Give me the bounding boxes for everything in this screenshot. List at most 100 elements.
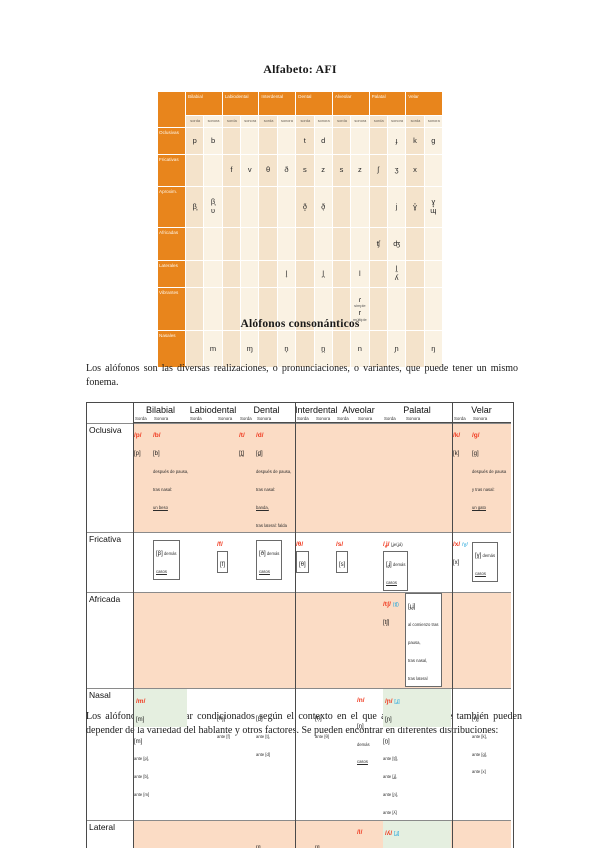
alofonos-line: [x] <box>453 551 470 569</box>
phoneme: /θ/ <box>296 541 304 549</box>
allophone: [n̠] <box>383 738 390 745</box>
afi-table: Bilabial Labiodental Interdental Dental Alve… <box>158 92 442 367</box>
alofonos-cell: [ɱ] ante [f] <box>216 688 238 820</box>
afi-symbol-cell: j <box>387 187 406 227</box>
afi-place-header: Interdental <box>259 92 296 115</box>
afi-symbol-cell <box>241 128 259 154</box>
afi-symbol-cell <box>277 128 296 154</box>
afi-symbol-cell <box>186 331 204 367</box>
alofonos-place-header: Interdental <box>295 405 338 415</box>
alofonos-line: [ʎ] <box>385 840 449 848</box>
afi-place-header: Alveolar <box>332 92 369 115</box>
afi-symbol-cell: b <box>204 128 222 154</box>
alofonos-cell-part: /m/ [m] <box>134 688 187 727</box>
note: ante [ʎ] <box>383 810 397 816</box>
afi-symbol-cell: n <box>351 331 369 367</box>
alofonos-subheader-cell: Sorda <box>238 415 255 423</box>
alofonos-cell-part: /p/ [p] <box>134 424 151 460</box>
alofonos-cell: /f/ [f] <box>216 532 238 592</box>
alofonos-cell: /θ/ [θ] <box>295 532 314 592</box>
alofonos-line: casos <box>357 750 381 768</box>
afi-corner-cell <box>158 92 185 127</box>
alofonos-place-header: Labiodental <box>189 405 237 415</box>
alofonos-cell-part: [θ] <box>296 551 309 574</box>
phoneme: /b/ <box>153 432 161 439</box>
alofonos-cell: /p/ [p] <box>133 423 152 532</box>
afi-symbol-cell <box>259 288 277 330</box>
phoneme: /s/ <box>336 541 344 549</box>
alofonos-line: ante [ɲ], <box>383 783 451 801</box>
alofonos-cell-part: [ð] demás casos <box>256 540 283 581</box>
afi-symbol-cell: ʤ <box>387 228 406 260</box>
allophone: [ɟʝ] <box>408 604 416 611</box>
afi-symbol-cell <box>369 128 387 154</box>
afi-symbol-cell <box>387 288 406 330</box>
alofonos-cell-part: /t/ [t̪] <box>239 424 254 460</box>
afi-symbol-cell <box>186 155 204 186</box>
alofonos-line: [d̪] <box>256 442 294 460</box>
allophone: [θ] <box>299 562 306 569</box>
afi-subheader-cell: sonora <box>241 116 259 127</box>
alofonos-line: al comienzo tras <box>408 613 439 631</box>
afi-symbol-cell <box>369 187 387 227</box>
allophone: [ɲ] <box>385 716 392 723</box>
alofonos-cell: [ð] demás casos <box>255 532 295 592</box>
afi-symbol-cell: l̪ <box>314 261 332 287</box>
afi-subheader-cell: sorda <box>259 116 277 127</box>
alofonos-cell: [l̪]ante [t],ante [d] <box>255 820 295 848</box>
alofonos-cell-part: /g/ [g] después de pausa y tras nasal: un ga… <box>472 424 510 514</box>
afi-symbol-cell <box>204 261 222 287</box>
phoneme: /m/ <box>136 697 146 705</box>
alofonos-subheader-cell: Sorda <box>295 415 314 423</box>
alofonos-line: tras nasal, <box>408 649 439 667</box>
afi-subheader-cell: sonora <box>314 116 332 127</box>
note: casos <box>386 580 397 586</box>
alofonos-line: ante [p], <box>134 747 187 765</box>
afi-symbol-cell <box>351 228 369 260</box>
allophone: [ŋ] <box>472 715 479 722</box>
note: ante [x] <box>472 769 486 775</box>
afi-symbol-cell <box>259 261 277 287</box>
alofonos-line: después de pausa <box>472 460 510 478</box>
alofonos-cell: /s/ [s] <box>335 532 356 592</box>
note: ante [d] <box>256 751 270 757</box>
alofonos-row-background <box>133 532 511 593</box>
afi-symbol-cell: v <box>241 155 259 186</box>
afi-row-label: Oclusivas <box>158 128 185 154</box>
alofonos-line: [ɣ] demás <box>475 544 495 562</box>
alofonos-row-label: Lateral <box>87 820 133 848</box>
alofonos-line: ante [b], <box>134 765 187 783</box>
afi-symbol-cell <box>296 331 314 367</box>
alofonos-cell-part: /f/ <box>217 533 237 551</box>
note: ante [f] <box>217 733 230 739</box>
afi-symbol-cell: ŋ <box>424 331 442 367</box>
afi-symbol-cell <box>314 228 332 260</box>
note: tras nasal, <box>408 657 428 663</box>
afi-symbol-cell <box>222 261 241 287</box>
alofonos-line: /t/ <box>239 424 254 442</box>
alofonos-line: ante [ʎ] <box>383 801 451 819</box>
alofonos-subheader-cell: Sonora <box>471 415 511 423</box>
alofonos-cell-part: /k/ [k] <box>453 424 470 460</box>
allophone: [n̟] <box>315 715 322 722</box>
alofonos-cell: /t/ [t̪] <box>238 423 255 532</box>
afi-symbol-cell <box>424 228 442 260</box>
alofonos-line: [s] <box>339 553 345 571</box>
alofonos-cell-part: /n/ <box>357 689 381 707</box>
afi-symbol-cell <box>351 128 369 154</box>
afi-symbol-cell <box>241 261 259 287</box>
alofonos-line: [t̪] <box>239 442 254 460</box>
afi-symbol-cell <box>296 228 314 260</box>
alofonos-cell-part: /ɲ/ [ʝ] [ɲ] <box>383 688 451 727</box>
alofonos-line: ante [ʝ], <box>383 765 451 783</box>
allophone: [x] <box>453 560 460 567</box>
alt-symbol: (ʧ) <box>390 602 399 609</box>
alofonos-line: /g/ <box>472 424 510 442</box>
alofonos-row-background <box>133 423 511 533</box>
note: ante [ʝ], <box>383 774 398 780</box>
note: demás <box>391 562 406 568</box>
allophone: [m] <box>134 738 143 745</box>
alofonos-cell-part: [l̪]ante [t],ante [d] <box>256 837 294 848</box>
allophone: [n] <box>357 723 364 730</box>
allophone: [ð] <box>259 551 266 558</box>
